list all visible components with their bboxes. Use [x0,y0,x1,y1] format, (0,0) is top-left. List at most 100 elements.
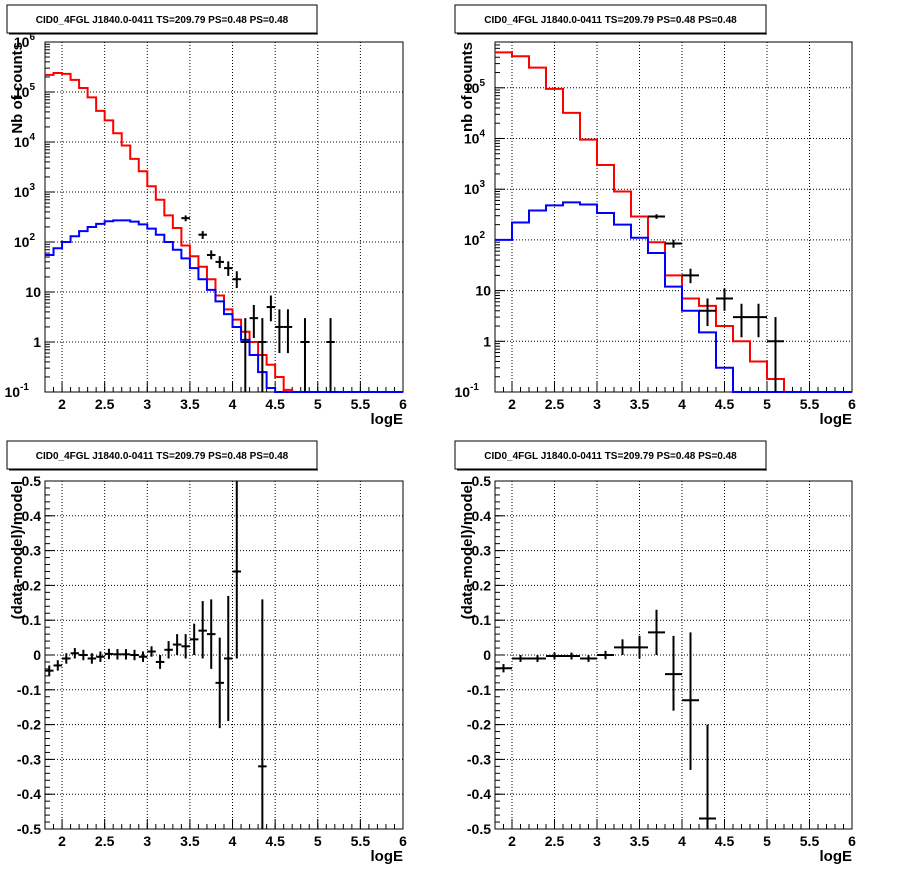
x-tick-label: 6 [399,833,407,849]
residual-points [45,481,267,829]
residual-point [614,639,631,655]
y-tick-label: 102 [464,230,486,248]
x-tick-label: 2.5 [545,396,565,412]
title-box [6,4,318,34]
residual-point [665,635,682,711]
y-tick-label: 0.5 [472,473,492,489]
x-tick-label: 2.5 [95,396,115,412]
y-tick-label: 0.3 [472,543,492,559]
y-tick-label: 106 [14,32,36,50]
y-tick-exponent: 3 [29,182,35,193]
data-point [682,268,699,284]
chart-pad-1: 2 2.5 3 3.5 4 4.5 5 5.5 6logE10-1110102103104105… [5,4,407,428]
y-tick-base: 10 [455,384,471,400]
residual-point [546,652,563,660]
residual-point [155,655,165,669]
y-tick-label: 0.3 [22,543,42,559]
data-point [241,318,250,392]
y-tick-label: 0.4 [22,508,42,524]
chart-title: CID0_4FGL J1840.0-0411 TS=209.79 PS=0.48… [36,451,289,462]
y-tick-label: -0.1 [17,682,41,698]
y-grid [495,87,852,342]
x-tick-label: 3.5 [180,833,200,849]
data-point [665,239,682,248]
data-point [258,318,267,392]
y-tick-label: 0.1 [22,612,42,628]
y-tick-label: -0.4 [17,786,41,802]
residual-point [53,660,63,671]
residual-point [96,651,105,662]
x-tick-label: 4.5 [265,833,285,849]
x-tick-label: 4.5 [715,396,735,412]
x-grid [61,42,361,392]
data-point [198,231,207,239]
x-axis-title: logE [820,411,853,428]
data-point [648,214,665,219]
residual-point [164,641,173,659]
x-tick-label: 3 [143,396,151,412]
plot-frame [44,41,404,393]
x-tick-label: 5.5 [800,833,820,849]
x-tick-label: 4 [678,833,686,849]
x-tick-label: 2 [508,396,516,412]
residual-point [495,664,512,673]
data-point [249,304,259,339]
y-tick-base: 10 [464,130,480,146]
chart-title: CID0_4FGL J1840.0-0411 TS=209.79 PS=0.48… [484,451,737,462]
y-tick-label: 10-1 [5,382,30,400]
x-tick-label: 5.5 [351,833,371,849]
y-tick-label: 0.2 [22,577,42,593]
chart-pad-2: 2 2.5 3 3.5 4 4.5 5 5.5 6logE10-1110102103104105… [454,4,856,428]
data-point [206,250,216,260]
residual-point [138,651,148,662]
residual-point [699,724,716,829]
y-tick-label: 103 [464,179,486,197]
residual-point [113,649,122,660]
histogram-series-1 [495,51,852,393]
data-point [750,303,767,338]
x-tick-label: 4 [229,833,237,849]
residual-point [648,609,665,655]
residual-point [87,653,97,664]
y-tick-base: 10 [14,34,30,50]
x-tick-label: 6 [399,396,407,412]
y-tick-label: 0 [483,647,491,663]
title-box [6,440,318,470]
data-points [181,215,335,392]
residual-point [682,632,699,770]
x-axis-title: logE [371,848,404,865]
y-tick-exponent: 4 [479,128,485,139]
y-tick-label: -0.1 [467,682,491,698]
data-point [699,298,716,327]
y-tick-label: 10 [25,284,41,300]
data-point [224,261,233,276]
residual-point [79,649,88,661]
y-tick-label: 105 [464,78,486,96]
x-tick-label: 5.5 [800,396,820,412]
residual-point [181,634,190,659]
y-tick-base: 10 [464,80,480,96]
y-tick-base: 10 [14,84,30,100]
residual-point [198,601,207,659]
y-tick-label: 0.5 [22,473,42,489]
y-tick-exponent: 3 [479,179,485,190]
title-box [454,440,767,470]
data-points [648,214,784,392]
y-tick-base: 10 [464,232,480,248]
data-point [266,295,276,322]
x-tick-label: 3 [593,396,601,412]
residual-point [62,653,71,664]
residual-point [580,655,597,662]
x-tick-label: 2 [508,833,516,849]
y-tick-label: -0.3 [467,751,491,767]
y-tick-exponent: 5 [479,78,485,89]
y-tick-label: -0.2 [17,717,41,733]
y-tick-label: 0.4 [472,508,492,524]
y-tick-label: -0.2 [467,717,491,733]
residual-point [631,635,648,659]
histogram-series-1 [45,71,403,393]
x-tick-label: 5.5 [351,396,371,412]
y-tick-base: 10 [5,384,21,400]
